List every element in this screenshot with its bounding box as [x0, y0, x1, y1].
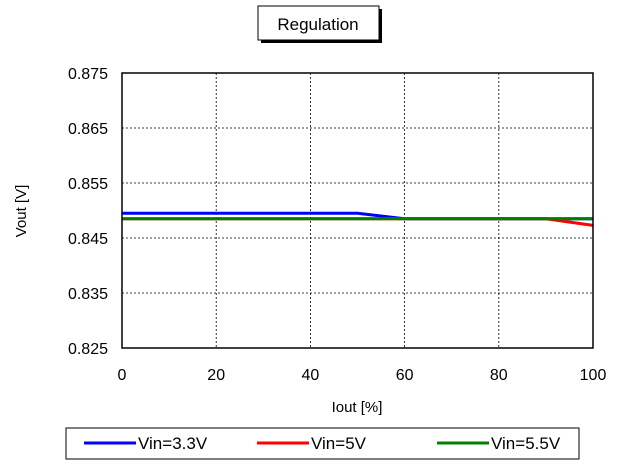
- plot-frame: [121, 72, 594, 349]
- legend-label-1: Vin=5V: [311, 434, 367, 453]
- x-axis-label: Iout [%]: [332, 399, 383, 416]
- y-axis-tick-labels: 0.825 0.835 0.845 0.855 0.865 0.875: [68, 66, 108, 358]
- legend-box: [65, 427, 580, 460]
- legend-label-2: Vin=5.5V: [491, 434, 561, 453]
- plot-background: [122, 73, 593, 348]
- legend-items: Vin=3.3V Vin=5V Vin=5.5V: [84, 434, 561, 453]
- grid-lines: [122, 73, 593, 348]
- y-tick-label-0: 0.825: [68, 341, 108, 358]
- y-tick-label-5: 0.875: [68, 66, 108, 83]
- series-lines: [122, 211, 594, 227]
- legend: Vin=3.3V Vin=5V Vin=5.5V: [65, 427, 580, 460]
- y-tick-label-3: 0.855: [68, 176, 108, 193]
- x-tick-label-1: 20: [207, 367, 225, 384]
- x-tick-label-2: 40: [302, 367, 320, 384]
- y-axis-label: Vout [V]: [13, 185, 30, 238]
- x-tick-label-3: 60: [396, 367, 414, 384]
- y-tick-label-4: 0.865: [68, 121, 108, 138]
- legend-label-0: Vin=3.3V: [138, 434, 208, 453]
- y-tick-label-1: 0.835: [68, 286, 108, 303]
- x-tick-label-5: 100: [580, 367, 607, 384]
- chart-title: Regulation: [277, 15, 358, 34]
- x-axis-tick-labels: 0 20 40 60 80 100: [118, 367, 607, 384]
- x-tick-label-0: 0: [118, 367, 127, 384]
- x-tick-label-4: 80: [490, 367, 508, 384]
- plot-area: [121, 72, 594, 349]
- y-tick-label-2: 0.845: [68, 231, 108, 248]
- chart-title-box: [257, 5, 380, 41]
- chart-title-group: Regulation: [257, 5, 382, 43]
